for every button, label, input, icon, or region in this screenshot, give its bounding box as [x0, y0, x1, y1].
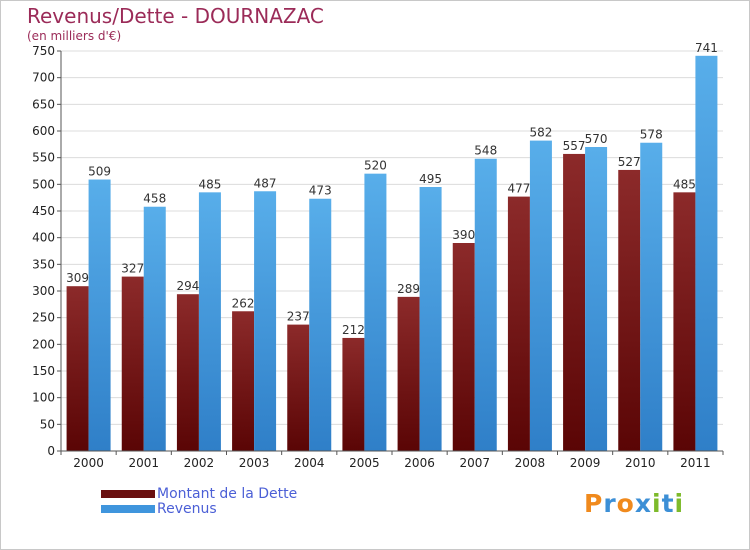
- x-tick-label: 2001: [128, 456, 159, 470]
- bar-revenus: [419, 187, 442, 451]
- bar-dette: [232, 311, 255, 451]
- data-label-dette: 477: [507, 182, 530, 196]
- data-label-dette: 557: [563, 139, 586, 153]
- data-label-revenus: 487: [254, 176, 277, 190]
- y-tick-label: 0: [47, 444, 55, 458]
- legend-label-dette: Montant de la Dette: [157, 486, 298, 502]
- data-label-revenus: 548: [474, 144, 497, 158]
- logo-letter: i: [652, 489, 662, 518]
- x-tick-label: 2000: [73, 456, 104, 470]
- data-label-revenus: 473: [309, 184, 332, 198]
- chart-subtitle: (en milliers d'€): [27, 29, 122, 43]
- bar-dette: [287, 324, 310, 451]
- logo-letter: x: [634, 489, 652, 518]
- bar-revenus: [474, 158, 497, 451]
- data-label-revenus: 578: [640, 128, 663, 142]
- bar-revenus: [309, 198, 332, 451]
- x-tick-label: 2011: [680, 456, 711, 470]
- logo-letter: i: [674, 489, 685, 518]
- bar-revenus: [254, 191, 277, 451]
- data-label-dette: 212: [342, 323, 365, 337]
- logo-letter: P: [584, 489, 604, 518]
- bar-revenus: [585, 147, 608, 451]
- bar-dette: [563, 153, 586, 451]
- bar-revenus: [364, 173, 387, 451]
- x-tick-label: 2010: [625, 456, 656, 470]
- x-tick-label: 2003: [239, 456, 270, 470]
- bar-revenus: [198, 192, 221, 452]
- y-tick-label: 50: [40, 417, 55, 431]
- bar-revenus: [640, 142, 663, 451]
- bar-revenus: [143, 206, 166, 451]
- bar-dette: [618, 169, 641, 451]
- y-tick-label: 300: [32, 284, 55, 298]
- y-tick-label: 550: [32, 151, 55, 165]
- data-label-dette: 237: [287, 310, 310, 324]
- x-tick-label: 2008: [515, 456, 546, 470]
- y-tick-label: 750: [32, 44, 55, 58]
- data-label-revenus: 582: [529, 126, 552, 140]
- data-label-dette: 485: [673, 177, 696, 191]
- bar-dette: [507, 196, 530, 451]
- data-label-dette: 309: [66, 271, 89, 285]
- y-tick-label: 150: [32, 364, 55, 378]
- y-tick-label: 600: [32, 124, 55, 138]
- bar-dette: [121, 276, 144, 451]
- data-label-dette: 262: [232, 296, 255, 310]
- data-label-dette: 289: [397, 282, 420, 296]
- bar-dette: [66, 286, 89, 451]
- bar-revenus: [88, 179, 111, 452]
- data-label-revenus: 458: [143, 192, 166, 206]
- data-label-revenus: 495: [419, 172, 442, 186]
- data-label-revenus: 570: [585, 132, 608, 146]
- y-tick-label: 350: [32, 257, 55, 271]
- y-tick-label: 400: [32, 231, 55, 245]
- bar-revenus: [529, 140, 552, 451]
- y-tick-label: 700: [32, 71, 55, 85]
- data-label-revenus: 520: [364, 159, 387, 173]
- bar-dette: [452, 243, 475, 451]
- chart-title: Revenus/Dette - DOURNAZAC: [27, 4, 324, 28]
- logo-letter: t: [661, 489, 675, 518]
- data-label-dette: 294: [176, 279, 199, 293]
- y-tick-label: 100: [32, 391, 55, 405]
- bar-dette: [176, 294, 199, 451]
- x-tick-label: 2005: [349, 456, 380, 470]
- legend-label-revenus: Revenus: [157, 501, 217, 517]
- proxiti-logo: Proxiti: [584, 489, 684, 518]
- bar-dette: [342, 337, 365, 451]
- data-label-revenus: 485: [198, 177, 221, 191]
- data-label-dette: 390: [452, 228, 475, 242]
- y-tick-label: 200: [32, 337, 55, 351]
- bar-dette: [673, 192, 696, 452]
- data-label-dette: 327: [121, 262, 144, 276]
- x-tick-label: 2007: [459, 456, 490, 470]
- data-label-dette: 527: [618, 155, 641, 169]
- y-tick-label: 450: [32, 204, 55, 218]
- x-tick-label: 2009: [570, 456, 601, 470]
- x-tick-label: 2002: [184, 456, 215, 470]
- bar-dette: [397, 296, 420, 451]
- y-tick-label: 250: [32, 311, 55, 325]
- x-tick-label: 2004: [294, 456, 325, 470]
- data-label-revenus: 741: [695, 41, 718, 55]
- legend-swatch-revenus: [101, 505, 155, 513]
- data-label-revenus: 509: [88, 165, 111, 179]
- y-tick-label: 500: [32, 177, 55, 191]
- bar-revenus: [695, 55, 718, 452]
- legend-swatch-dette: [101, 490, 155, 498]
- x-tick-label: 2006: [404, 456, 435, 470]
- logo-letter: o: [616, 489, 635, 518]
- y-tick-label: 650: [32, 97, 55, 111]
- logo-letter: r: [603, 489, 617, 518]
